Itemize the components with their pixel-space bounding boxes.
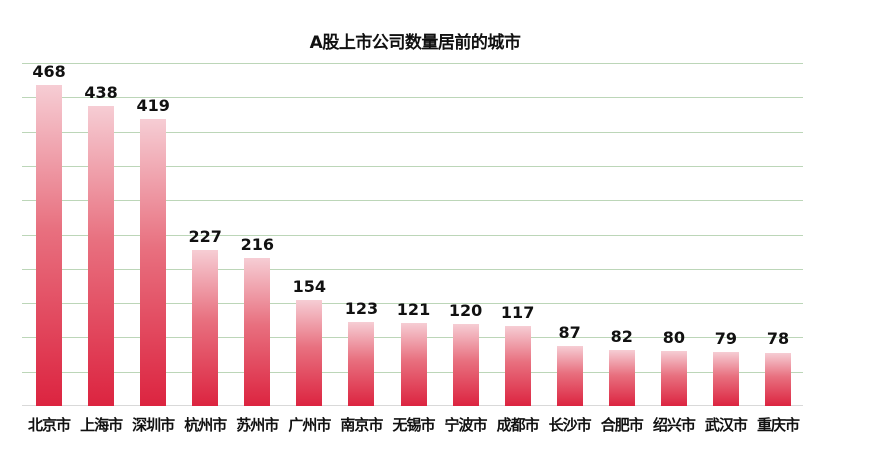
data-label: 120 [448, 300, 483, 320]
bar [660, 351, 687, 406]
bar [244, 257, 271, 406]
category-label: 苏州市 [236, 416, 279, 434]
category-label: 广州市 [288, 416, 331, 434]
data-label: 78 [766, 329, 790, 349]
category-label: 合肥市 [600, 416, 644, 434]
gridline [22, 131, 803, 133]
data-label: 123 [344, 298, 379, 318]
category-label: 深圳市 [132, 416, 175, 434]
data-label: 438 [84, 82, 118, 102]
bar [764, 352, 791, 406]
gridline [22, 165, 803, 167]
category-label: 杭州市 [184, 416, 227, 434]
gridline [22, 303, 803, 305]
category-label: 宁波市 [444, 416, 488, 434]
category-label: 成都市 [496, 416, 540, 434]
data-label: 419 [136, 95, 170, 115]
data-label: 79 [714, 328, 738, 348]
data-label: 121 [396, 299, 431, 319]
data-label: 87 [558, 323, 581, 343]
data-label: 468 [32, 61, 66, 81]
bar [556, 346, 583, 406]
category-label: 重庆市 [756, 416, 800, 434]
category-label: 南京市 [340, 416, 383, 434]
bar [192, 250, 219, 406]
category-label: 武汉市 [704, 416, 748, 434]
plot-area: 468 438 419 227 216 154 123 121 120 117 87 82 80 79 78 [22, 61, 803, 406]
bar [88, 105, 115, 406]
bar [452, 323, 479, 406]
gridline [22, 200, 803, 202]
data-label: 117 [500, 302, 535, 322]
bar [36, 84, 63, 406]
category-label: 无锡市 [392, 416, 435, 434]
category-label: 上海市 [80, 416, 123, 434]
gridline [22, 63, 803, 64]
category-label: 长沙市 [548, 416, 592, 434]
bar [400, 323, 427, 406]
bar [348, 321, 375, 406]
gridline [22, 234, 803, 236]
gridline [22, 268, 803, 270]
category-label: 北京市 [28, 416, 71, 434]
data-label: 154 [292, 277, 327, 297]
data-label: 216 [240, 234, 274, 254]
bar [504, 325, 531, 406]
bar [712, 351, 739, 406]
bar [140, 118, 167, 406]
category-label: 绍兴市 [652, 416, 696, 434]
data-label: 82 [610, 326, 633, 346]
data-label: 80 [662, 328, 685, 348]
bar [296, 300, 323, 406]
bar [608, 349, 635, 406]
chart-title: A股上市公司数量居前的城市 [309, 33, 521, 53]
data-label: 227 [188, 227, 222, 247]
gridline [22, 97, 803, 99]
